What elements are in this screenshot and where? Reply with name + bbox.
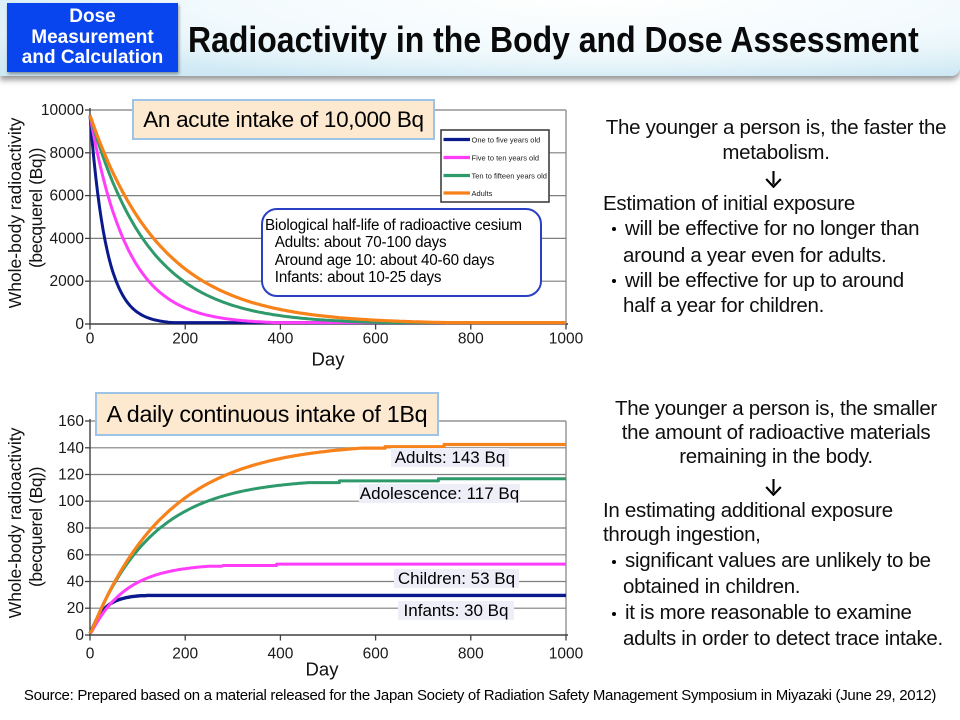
svg-text:8000: 8000 — [50, 145, 85, 162]
svg-text:400: 400 — [267, 331, 293, 348]
svg-text:(becquerel (Bq)): (becquerel (Bq)) — [26, 148, 46, 268]
svg-text:80: 80 — [67, 520, 85, 537]
svg-text:1000: 1000 — [549, 331, 584, 348]
svg-text:0: 0 — [75, 627, 84, 644]
svg-text:Ten to fifteen years old: Ten to fifteen years old — [472, 171, 547, 180]
svg-text:160: 160 — [58, 413, 84, 430]
svg-text:Whole-body radioactivity: Whole-body radioactivity — [5, 427, 25, 618]
svg-text:1000: 1000 — [549, 646, 584, 663]
svg-text:One to five years old: One to five years old — [472, 135, 541, 144]
svg-text:20: 20 — [67, 600, 85, 617]
svg-text:0: 0 — [86, 331, 95, 348]
svg-text:6000: 6000 — [50, 188, 85, 205]
svg-text:100: 100 — [58, 493, 84, 510]
svg-text:40: 40 — [67, 574, 85, 591]
svg-text:0: 0 — [86, 646, 95, 663]
svg-text:120: 120 — [58, 467, 84, 484]
svg-text:Adults: Adults — [472, 189, 493, 198]
svg-text:800: 800 — [458, 646, 484, 663]
svg-text:60: 60 — [67, 547, 85, 564]
svg-text:Whole-body radioactivity: Whole-body radioactivity — [5, 117, 25, 308]
svg-text:2000: 2000 — [50, 273, 85, 290]
svg-text:0: 0 — [75, 316, 84, 333]
svg-text:800: 800 — [458, 331, 484, 348]
svg-text:600: 600 — [363, 646, 389, 663]
svg-text:Day: Day — [312, 349, 346, 370]
svg-text:400: 400 — [267, 646, 293, 663]
svg-text:4000: 4000 — [50, 230, 85, 247]
svg-text:Day: Day — [306, 659, 340, 680]
svg-text:140: 140 — [58, 440, 84, 457]
svg-text:10000: 10000 — [41, 102, 84, 119]
svg-text:200: 200 — [172, 331, 198, 348]
svg-text:(becquerel (Bq)): (becquerel (Bq)) — [26, 467, 46, 587]
svg-text:Five to ten years old: Five to ten years old — [472, 153, 540, 162]
svg-text:200: 200 — [172, 646, 198, 663]
svg-text:600: 600 — [363, 331, 389, 348]
